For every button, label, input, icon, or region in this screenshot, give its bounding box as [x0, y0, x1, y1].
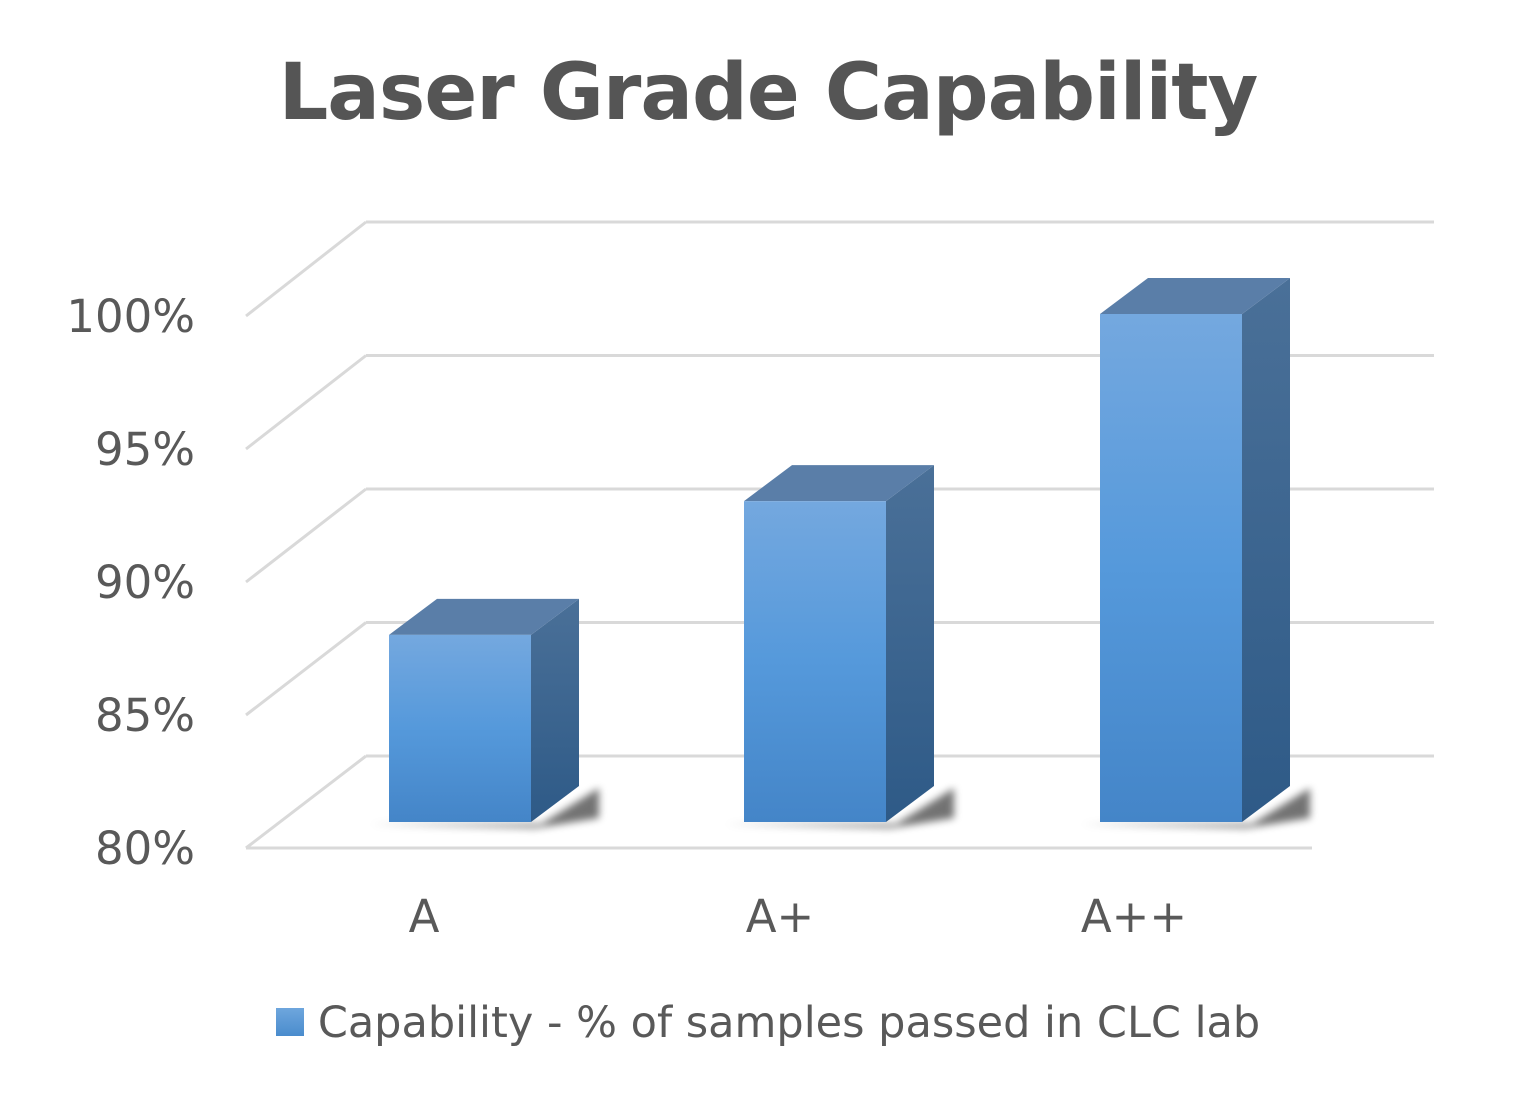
bar-top [389, 598, 579, 635]
x-category-label: A++ [1081, 890, 1187, 943]
bar-front [389, 634, 531, 822]
bar-shadow [724, 788, 954, 828]
bar-front [744, 501, 886, 822]
y-tick-label: 80% [95, 822, 195, 875]
bar-A [369, 598, 599, 828]
gridline-diagonal [245, 754, 367, 850]
y-tick-label: 85% [95, 689, 195, 742]
bar-front [1100, 314, 1242, 822]
x-category-label: A [409, 890, 440, 943]
y-axis-ticks: 80% 85% 90% 95% 100% [66, 290, 195, 875]
legend-swatch [275, 1007, 304, 1036]
bar-shadow [1080, 788, 1310, 828]
y-tick-label: 90% [95, 556, 195, 609]
bar-side [886, 465, 934, 822]
chart-title: Laser Grade Capability [278, 48, 1259, 138]
bar-top [1100, 278, 1290, 314]
bar-side [531, 598, 579, 822]
bar-shadow [369, 788, 599, 828]
legend-label: Capability - % of samples passed in CLC … [317, 998, 1261, 1048]
legend: Capability - % of samples passed in CLC … [0, 998, 1536, 1048]
bars [369, 278, 1310, 828]
bar-A+ [724, 465, 954, 828]
gridline-diagonal [245, 621, 367, 717]
x-axis-categories: A A+ A++ [409, 890, 1188, 943]
bar-A++ [1080, 278, 1310, 828]
y-tick-label: 95% [95, 423, 195, 476]
x-category-label: A+ [746, 890, 815, 943]
gridline-diagonal [245, 220, 367, 318]
gridline-diagonal [245, 354, 367, 451]
gridline-diagonal [245, 487, 367, 584]
bar-side [1242, 278, 1290, 822]
y-tick-label: 100% [66, 290, 195, 343]
bar-top [744, 465, 934, 502]
